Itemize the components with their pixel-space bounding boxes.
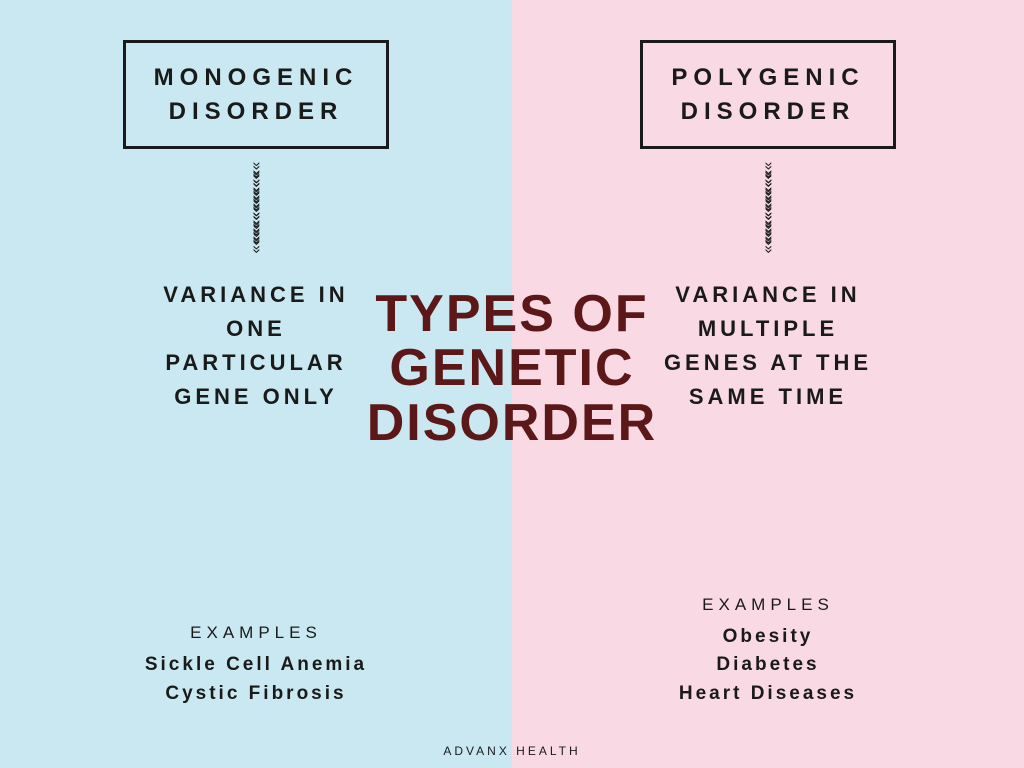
- examples-polygenic: EXAMPLES Obesity Diabetes Heart Diseases: [679, 595, 857, 709]
- center-title: TYPES OF GENETIC DISORDER: [362, 287, 662, 451]
- header-monogenic: MONOGENIC DISORDER: [123, 40, 390, 149]
- header-polygenic: POLYGENIC DISORDER: [640, 40, 895, 149]
- footer-brand: ADVANX HEALTH: [443, 744, 580, 758]
- examples-monogenic: EXAMPLES Sickle Cell Anemia Cystic Fibro…: [145, 623, 367, 708]
- description-polygenic: VARIANCE IN MULTIPLE GENES AT THE SAME T…: [664, 278, 872, 414]
- examples-label-left: EXAMPLES: [145, 623, 367, 643]
- examples-label-right: EXAMPLES: [679, 595, 857, 615]
- chevron-down-icon: »»: [764, 236, 772, 255]
- chevron-arrow-left: »»»»»»»»»»»»»»»»»»»»: [247, 167, 266, 250]
- infographic-container: MONOGENIC DISORDER »»»»»»»»»»»»»»»»»»»» …: [0, 0, 1024, 768]
- chevron-arrow-right: »»»»»»»»»»»»»»»»»»»»: [759, 167, 778, 250]
- examples-list-right: Obesity Diabetes Heart Diseases: [679, 623, 857, 709]
- description-monogenic: VARIANCE IN ONE PARTICULAR GENE ONLY: [163, 278, 348, 414]
- chevron-down-icon: »»: [252, 236, 260, 255]
- examples-list-left: Sickle Cell Anemia Cystic Fibrosis: [145, 651, 367, 708]
